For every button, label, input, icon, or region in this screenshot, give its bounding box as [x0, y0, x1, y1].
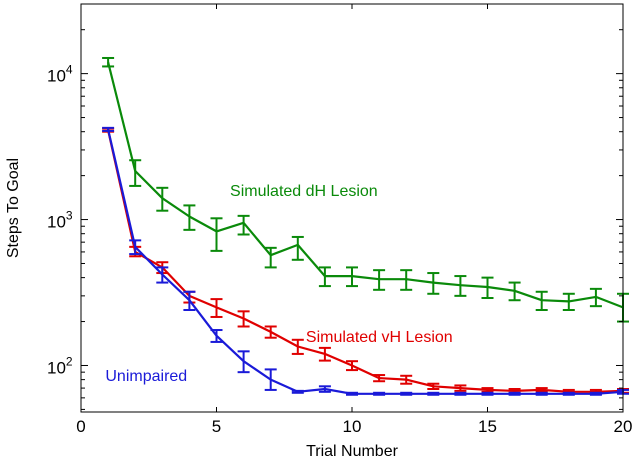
error-bar [373, 269, 386, 291]
error-bar [318, 266, 331, 288]
error-bar [264, 368, 277, 391]
error-bar [535, 290, 548, 311]
series-line [107, 129, 624, 393]
series-annotation: Unimpaired [105, 368, 187, 385]
error-bar [183, 290, 196, 311]
error-bar [373, 391, 386, 396]
error-bar [400, 374, 413, 385]
error-bar [102, 126, 115, 132]
y-tick-label: 104 [47, 63, 73, 86]
error-bar [129, 159, 142, 187]
error-bar [481, 391, 494, 396]
series-annotation: Simulated dH Lesion [230, 183, 378, 200]
error-bar [427, 391, 440, 396]
error-bar [318, 346, 331, 362]
y-tick-label: 103 [47, 209, 73, 232]
series-layer [102, 56, 629, 396]
error-bar [129, 239, 142, 256]
error-bar [318, 385, 331, 393]
error-bar [237, 214, 250, 236]
error-bar [535, 391, 548, 396]
series-annotation: Simulated vH Lesion [306, 329, 453, 346]
series-unimpaired [102, 126, 629, 396]
error-bar [589, 287, 602, 308]
error-bar [291, 338, 304, 355]
error-bar [237, 350, 250, 374]
y-axis-label: Steps To Goal [5, 158, 22, 258]
error-bar [400, 269, 413, 291]
plot-background [81, 4, 623, 412]
error-bar [427, 382, 440, 391]
x-axis-label: Trial Number [306, 443, 399, 460]
error-bar [237, 310, 250, 328]
error-bar [454, 275, 467, 297]
error-bar [346, 391, 358, 396]
error-bar [562, 292, 575, 311]
error-bar [346, 266, 358, 288]
y-tick-label: 102 [47, 354, 73, 377]
series-simulated-dh-lesion [102, 56, 629, 323]
error-bar [589, 391, 602, 396]
x-tick-label: 0 [76, 417, 85, 436]
error-bar [291, 235, 304, 261]
error-bar [373, 374, 386, 383]
error-bar [400, 391, 413, 396]
error-bar [102, 56, 115, 68]
error-bar [264, 246, 277, 269]
annotation-layer: Simulated dH Lesion Simulated vH Lesion Un… [105, 183, 452, 385]
x-tick-label: 5 [212, 417, 221, 436]
error-bar [427, 272, 440, 295]
error-bar [156, 186, 169, 212]
series-line [107, 61, 624, 309]
error-bar [508, 391, 521, 396]
error-bar [210, 329, 223, 343]
error-bar [210, 298, 223, 318]
error-bar [454, 384, 467, 392]
error-bar [156, 266, 169, 284]
x-tick-label: 15 [478, 417, 497, 436]
error-bar [210, 217, 223, 252]
error-bar [508, 281, 521, 302]
error-bar [346, 360, 358, 372]
error-bar [454, 391, 467, 396]
x-tick-label: 10 [343, 417, 362, 436]
error-bar [481, 276, 494, 300]
y-axis-ticks: 102 103 104 [47, 3, 623, 410]
error-bar [291, 389, 304, 394]
error-bar [183, 204, 196, 231]
x-tick-label: 20 [614, 417, 633, 436]
x-axis-ticks: 0 5 10 15 20 [76, 4, 632, 436]
error-bar [264, 325, 277, 339]
error-bar [562, 391, 575, 396]
